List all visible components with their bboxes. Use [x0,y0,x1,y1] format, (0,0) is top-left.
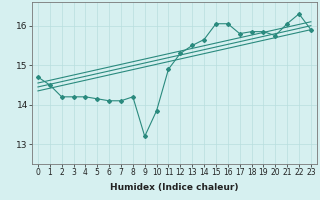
X-axis label: Humidex (Indice chaleur): Humidex (Indice chaleur) [110,183,239,192]
